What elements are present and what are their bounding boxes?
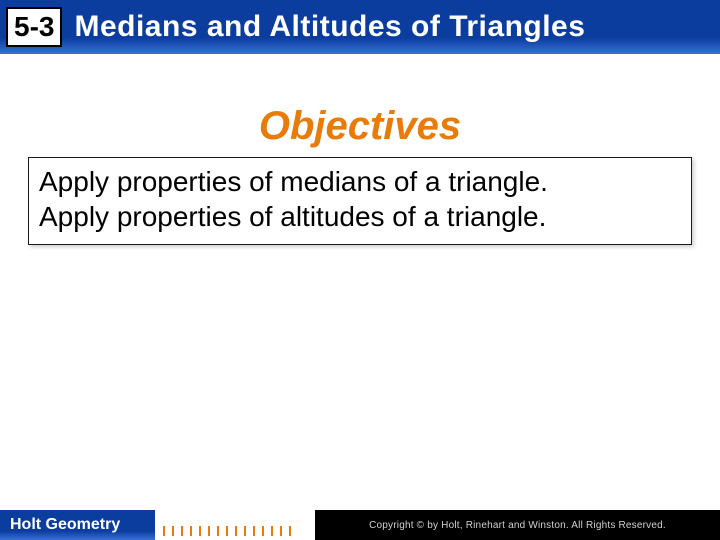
tick-mark (280, 526, 282, 536)
tick-mark (217, 526, 219, 536)
objectives-heading: Objectives (0, 104, 720, 149)
tick-mark (262, 526, 264, 536)
tick-mark (172, 526, 174, 536)
tick-mark (235, 526, 237, 536)
tick-mark (244, 526, 246, 536)
tick-mark (199, 526, 201, 536)
objectives-box: Apply properties of medians of a triangl… (28, 157, 692, 245)
tick-mark (181, 526, 183, 536)
tick-mark (271, 526, 273, 536)
slide-title: Medians and Altitudes of Triangles (74, 10, 585, 44)
copyright-text: Copyright © by Holt, Rinehart and Winsto… (315, 510, 720, 540)
slide-header: 5-3 Medians and Altitudes of Triangles (0, 0, 720, 54)
tick-mark (226, 526, 228, 536)
book-title: Holt Geometry (0, 510, 155, 540)
objective-item: Apply properties of medians of a triangl… (39, 164, 681, 199)
slide-footer: Holt Geometry Copyright © by Holt, Rineh… (0, 510, 720, 540)
tick-mark (253, 526, 255, 536)
section-number: 5-3 (6, 7, 62, 47)
tick-mark (289, 526, 291, 536)
footer-ticks (155, 510, 315, 540)
objective-item: Apply properties of altitudes of a trian… (39, 199, 681, 234)
tick-mark (190, 526, 192, 536)
tick-mark (208, 526, 210, 536)
tick-mark (163, 526, 165, 536)
